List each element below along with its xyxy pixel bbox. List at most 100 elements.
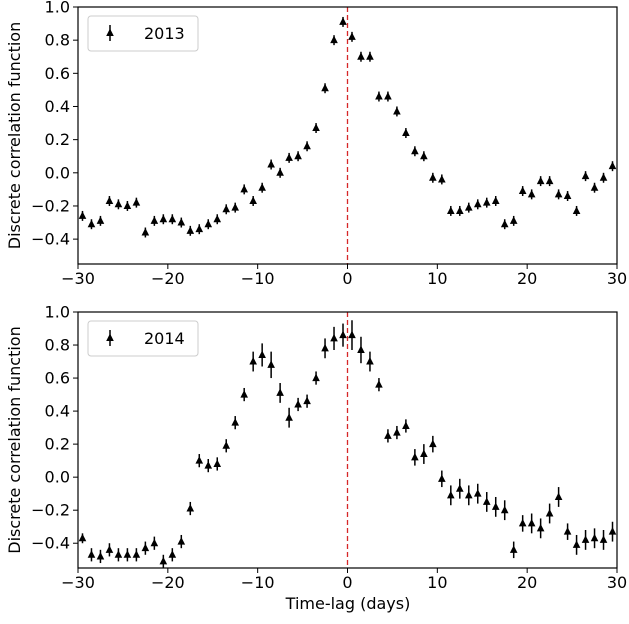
data-point xyxy=(536,176,545,185)
data-point xyxy=(491,196,500,204)
data-point xyxy=(527,518,536,527)
data-point xyxy=(303,141,311,150)
data-point xyxy=(473,199,482,208)
data-point xyxy=(447,490,455,499)
data-point xyxy=(168,214,177,223)
data-point xyxy=(231,418,240,426)
data-point xyxy=(294,151,302,160)
y-tick-label: 0.4 xyxy=(45,97,70,116)
data-point xyxy=(366,52,374,60)
data-point xyxy=(249,357,257,365)
data-point xyxy=(599,535,608,543)
data-point xyxy=(312,373,320,382)
data-point xyxy=(204,461,213,469)
y-tick-label: 0.0 xyxy=(45,163,70,182)
data-point xyxy=(491,502,500,510)
data-point xyxy=(599,173,608,181)
data-point xyxy=(114,199,123,208)
legend-marker xyxy=(106,28,114,36)
y-tick-label: 0.2 xyxy=(45,130,70,149)
y-tick-label: 0.4 xyxy=(45,402,70,421)
x-tick-label: −10 xyxy=(241,573,275,592)
data-point xyxy=(339,330,347,339)
legend-label: 2013 xyxy=(144,24,185,43)
data-point xyxy=(159,556,168,565)
data-point xyxy=(429,439,437,448)
data-point xyxy=(330,35,338,44)
data-point xyxy=(509,545,518,553)
y-tick-label: 0.8 xyxy=(45,336,70,355)
data-point xyxy=(312,123,320,132)
data-point xyxy=(222,441,231,449)
data-point xyxy=(375,380,383,388)
x-tick-label: 20 xyxy=(517,269,537,288)
data-point xyxy=(581,171,590,180)
x-tick-label: −30 xyxy=(61,269,95,288)
data-point xyxy=(141,227,150,236)
data-point xyxy=(204,219,213,228)
plot-frame xyxy=(77,6,618,265)
x-tick-label: 30 xyxy=(607,573,627,592)
y-tick-label: −0.2 xyxy=(31,196,70,215)
data-point xyxy=(114,550,123,558)
data-point xyxy=(402,421,410,429)
y-tick-label: 0.0 xyxy=(45,468,70,487)
x-tick-label: −10 xyxy=(241,269,275,288)
data-point xyxy=(213,459,222,467)
x-tick-label: 10 xyxy=(427,573,447,592)
data-point xyxy=(348,330,356,339)
legend-box xyxy=(87,15,199,52)
data-point xyxy=(464,203,473,211)
data-point xyxy=(123,550,132,558)
y-axis-label: Discrete correlation function xyxy=(5,22,24,249)
data-point xyxy=(321,83,329,92)
data-point xyxy=(213,214,222,223)
data-point xyxy=(572,540,581,548)
panel-2014: −0.4 −0.2 0.0 0.2 0.4 0.6 0.8 1.0 −30 −20 −10 0 10 20… xyxy=(5,303,627,593)
data-point xyxy=(482,497,491,505)
data-point xyxy=(554,189,563,198)
data-point xyxy=(590,183,599,191)
data-point xyxy=(267,160,275,168)
data-point xyxy=(96,216,105,224)
data-point xyxy=(87,219,96,228)
data-point xyxy=(258,350,266,358)
data-point xyxy=(563,527,572,535)
data-point xyxy=(447,206,455,214)
x-tick-label: 0 xyxy=(342,573,352,592)
data-point xyxy=(87,550,96,558)
data-point xyxy=(411,146,419,155)
data-point xyxy=(132,198,141,206)
data-point xyxy=(276,388,284,396)
data-point xyxy=(357,345,365,353)
data-point xyxy=(132,550,141,558)
data-point xyxy=(527,189,536,198)
data-point xyxy=(105,545,114,553)
data-point xyxy=(195,224,204,233)
data-point xyxy=(402,128,410,137)
data-point xyxy=(455,484,464,492)
data-point xyxy=(563,191,572,200)
data-point xyxy=(464,490,473,499)
data-point xyxy=(590,533,599,542)
data-point xyxy=(231,203,240,211)
data-point xyxy=(545,176,554,185)
data-point xyxy=(303,396,311,405)
data-point xyxy=(177,218,186,226)
data-point xyxy=(518,518,527,527)
x-tick-label: −30 xyxy=(61,573,95,592)
data-point xyxy=(411,452,419,461)
data-point xyxy=(509,216,518,224)
data-point xyxy=(141,543,150,552)
data-point xyxy=(276,168,284,176)
data-point xyxy=(393,106,401,115)
x-tick-label: 10 xyxy=(427,269,447,288)
y-tick-label: 0.8 xyxy=(45,31,70,50)
legend-box xyxy=(87,320,199,357)
y-tick-label: 0.6 xyxy=(45,64,70,83)
y-axis-label: Discrete correlation function xyxy=(5,326,24,553)
y-tick-label: 1.0 xyxy=(45,0,70,17)
legend-marker xyxy=(106,333,114,341)
data-point xyxy=(384,92,392,100)
data-point xyxy=(78,211,87,219)
